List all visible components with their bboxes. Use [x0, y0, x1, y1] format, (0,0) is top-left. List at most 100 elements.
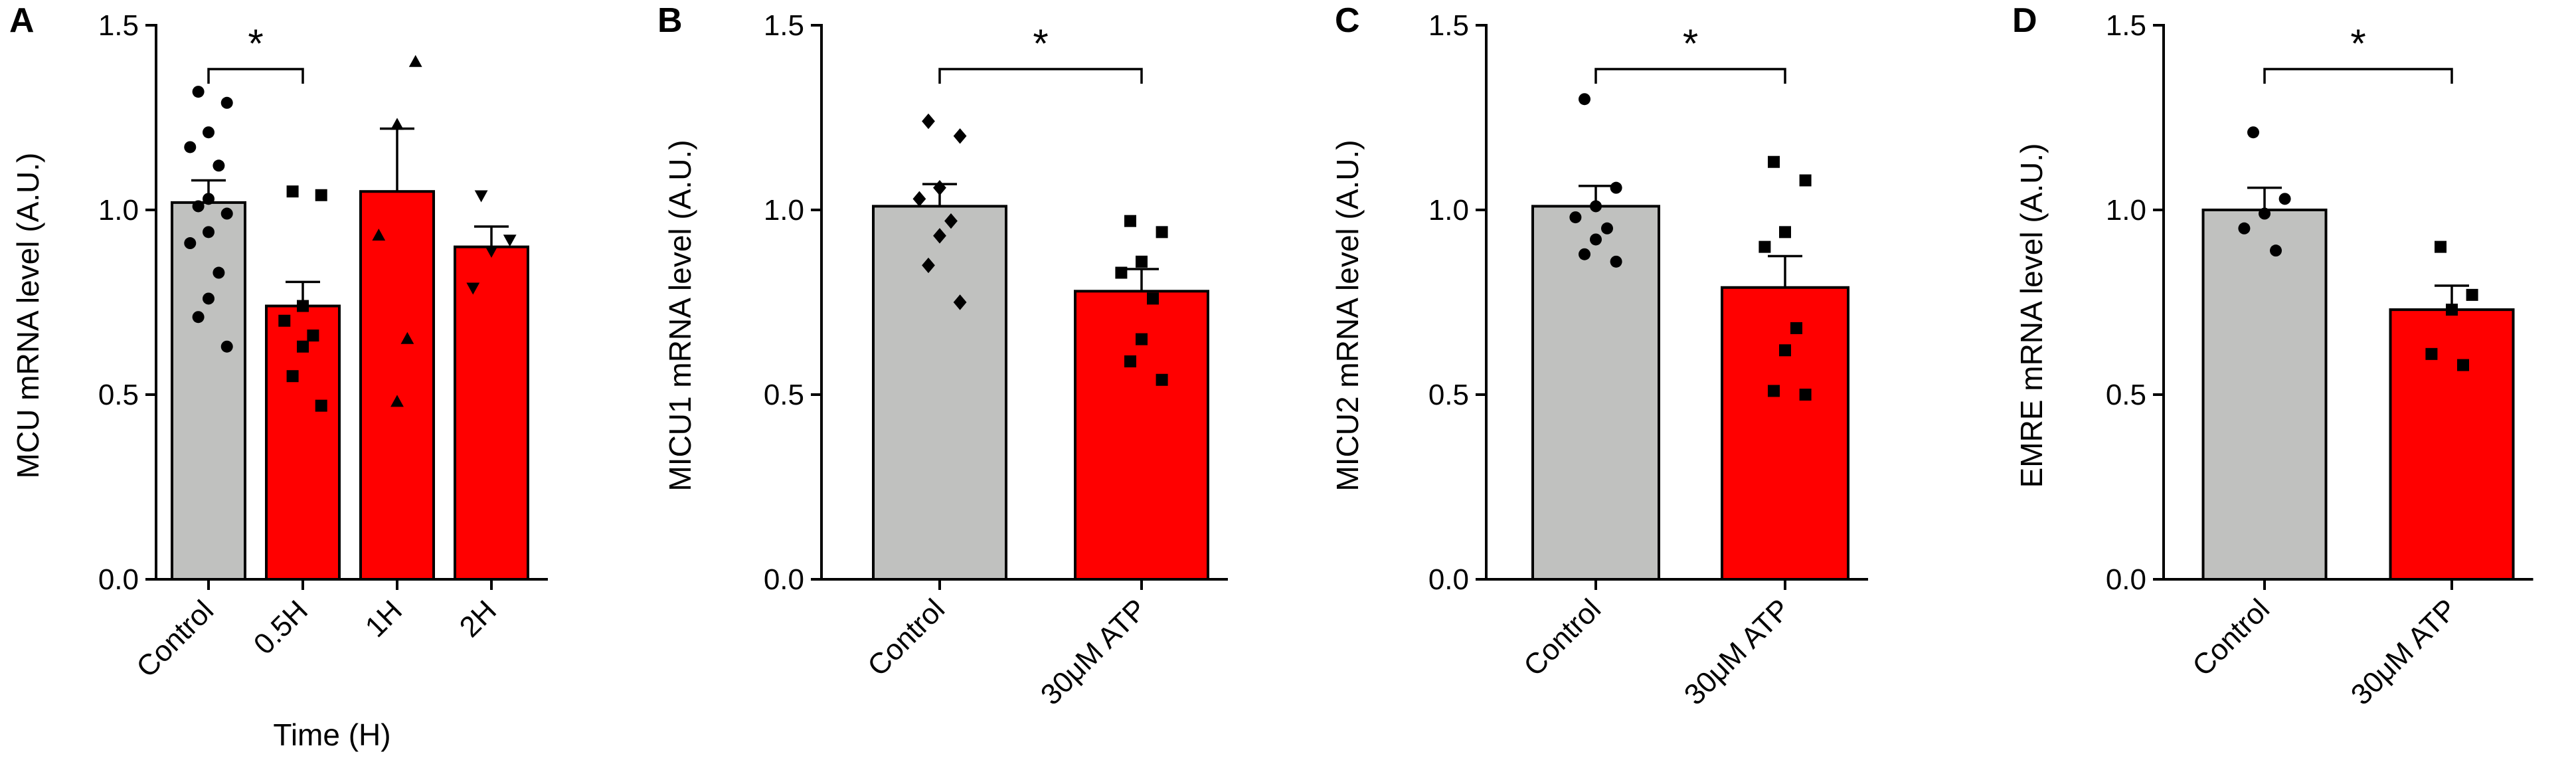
significance-bracket-c [1594, 68, 1786, 84]
significance-star-c: * [1683, 21, 1698, 66]
y-axis-label-a: MCU mRNA level (A.U.) [11, 153, 45, 479]
data-point-c [1768, 385, 1780, 397]
data-point-b [1147, 292, 1159, 305]
data-point-b [1115, 266, 1128, 279]
bar-c [1531, 205, 1660, 581]
data-point-b [1124, 215, 1136, 227]
data-point-a [203, 292, 215, 305]
significance-bracket-d [2263, 68, 2453, 84]
x-tick-label-a: 0.5H [248, 594, 314, 660]
y-tick-label-c: 1.5 [1428, 9, 1469, 42]
data-point-a [503, 235, 517, 247]
data-point-c [1779, 344, 1791, 357]
data-point-b [933, 179, 946, 196]
x-tick-label-c: Control [1517, 593, 1607, 682]
data-point-d [2446, 304, 2458, 316]
panel-d: D EMRE mRNA level (A.U.) 0.0 0.5 1.0 1.5 Con… [2012, 1, 2533, 712]
data-point-d [2457, 359, 2469, 371]
data-point-a [192, 311, 205, 324]
bar-a [359, 190, 435, 581]
data-point-a [203, 126, 215, 139]
bar-b [872, 205, 1007, 581]
y-tick-label-d: 0.0 [2106, 563, 2146, 596]
significance-star-a: * [248, 21, 263, 66]
significance-bracket-a [207, 68, 304, 84]
data-point-c [1768, 155, 1780, 168]
data-point-b [953, 294, 967, 310]
data-point-a [466, 282, 480, 295]
data-point-a [315, 189, 327, 201]
data-point-a [213, 266, 225, 279]
data-point-c [1779, 226, 1791, 238]
panel-b: B MICU1 mRNA level (A.U.) 0.0 0.5 1.0 1.5 Co… [657, 1, 1228, 712]
data-point-b [1136, 333, 1148, 345]
data-point-a [297, 340, 309, 353]
data-point-a [203, 193, 215, 205]
y-axis-label-b: MICU1 mRNA level (A.U.) [663, 140, 697, 491]
data-point-b [933, 228, 946, 244]
data-point-c [1790, 322, 1802, 334]
y-tick-label-c: 1.0 [1428, 194, 1469, 227]
panel-letter-a: A [9, 1, 35, 40]
data-point-c [1610, 255, 1622, 268]
data-point-b [922, 257, 935, 274]
panel-c: C MICU2 mRNA level (A.U.) 0.0 0.5 1.0 1.5 Co… [1330, 1, 1868, 712]
bar-c [1721, 286, 1849, 581]
data-point-a [474, 190, 488, 203]
data-point-c [1569, 211, 1582, 224]
data-point-a [307, 330, 319, 342]
data-point-a [286, 370, 299, 383]
bar-d [2389, 308, 2515, 581]
data-point-d [2278, 193, 2291, 205]
y-tick-label-b: 1.0 [764, 194, 804, 227]
y-tick-label-d: 1.0 [2106, 194, 2146, 227]
x-tick-label-a: 2H [454, 594, 503, 643]
significance-bracket-b [938, 68, 1143, 84]
y-tick-label-a: 1.0 [98, 194, 139, 227]
data-point-d [2270, 244, 2282, 257]
data-point-a [203, 226, 215, 238]
data-point-a [220, 207, 233, 220]
y-tick-label-b: 0.0 [764, 563, 804, 596]
data-point-b [1136, 255, 1148, 268]
y-tick-label-a: 0.5 [98, 379, 139, 411]
data-point-a [184, 141, 197, 153]
y-tick-label-b: 1.5 [764, 9, 804, 42]
data-point-c [1590, 200, 1602, 213]
bar-a [454, 245, 529, 581]
panel-letter-d: D [2012, 1, 2037, 40]
x-tick-label-b: Control [861, 593, 951, 682]
x-tick-label-a: Control [130, 594, 220, 684]
bar-a [171, 201, 246, 581]
data-point-a [315, 399, 327, 412]
bar-d [2201, 209, 2328, 581]
y-tick-label-d: 0.5 [2106, 379, 2146, 411]
data-point-b [1124, 355, 1136, 367]
data-point-a [192, 200, 205, 213]
significance-star-d: * [2350, 21, 2365, 66]
data-point-a [372, 229, 386, 241]
y-tick-label-c: 0.5 [1428, 379, 1469, 411]
data-point-a [390, 118, 404, 130]
data-point-b [1156, 373, 1168, 386]
x-tick-label-d: Control [2186, 593, 2276, 682]
data-point-a [278, 314, 291, 327]
data-point-a [390, 395, 404, 407]
data-point-c [1579, 248, 1590, 260]
data-point-b [912, 191, 926, 207]
data-point-a [400, 332, 414, 344]
y-tick-label-d: 1.5 [2106, 9, 2146, 42]
data-point-c [1610, 181, 1622, 194]
data-point-a [184, 237, 197, 250]
y-tick-label-a: 0.0 [98, 563, 139, 596]
data-point-a [220, 340, 233, 353]
x-axis-label-a: Time (H) [273, 717, 390, 752]
y-axis-label-d: EMRE mRNA level (A.U.) [2014, 143, 2049, 488]
data-point-d [2238, 222, 2251, 235]
data-point-a [286, 185, 299, 198]
y-axis-label-c: MICU2 mRNA level (A.U.) [1330, 140, 1365, 491]
data-point-d [2247, 126, 2259, 139]
x-tick-label-d: 30μM ATP [2345, 593, 2463, 711]
panel-letter-c: C [1335, 1, 1360, 40]
